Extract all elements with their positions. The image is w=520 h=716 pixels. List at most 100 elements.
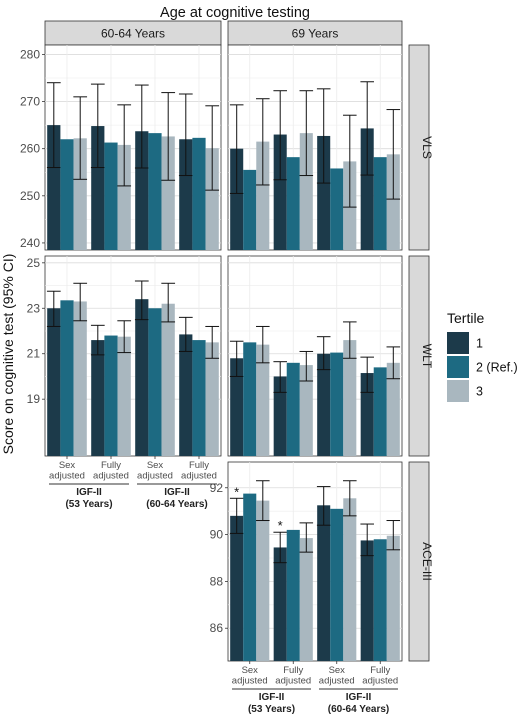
y-tick-label: 86 xyxy=(210,621,224,635)
row-strip-label: ACE-III xyxy=(420,542,434,581)
bar xyxy=(373,367,387,456)
bar xyxy=(330,508,344,661)
panel: 240 250 260 270 280 xyxy=(20,44,222,251)
bar xyxy=(243,493,257,661)
bar xyxy=(360,373,374,456)
x-tick-label: Sex xyxy=(329,665,346,676)
legend-title: Tertile xyxy=(447,310,485,326)
row-strip-label: WLT xyxy=(420,344,434,369)
group-label: IGF-II xyxy=(164,487,190,498)
bar xyxy=(386,154,400,250)
y-tick-label: 25 xyxy=(27,256,41,270)
row-strip xyxy=(408,44,430,251)
legend-label: 3 xyxy=(476,385,483,399)
legend-key xyxy=(447,380,469,402)
x-tick-label: adjusted xyxy=(319,676,355,687)
bar xyxy=(256,500,270,661)
row-strip xyxy=(408,461,430,662)
legend-key xyxy=(447,356,469,378)
bar xyxy=(273,547,287,661)
bar xyxy=(91,126,105,250)
panel xyxy=(227,44,403,251)
bar xyxy=(360,128,374,250)
legend-key xyxy=(447,332,469,354)
bar xyxy=(104,335,118,456)
bar xyxy=(317,505,331,661)
bar xyxy=(135,131,149,250)
panel: 19 21 23 25 xyxy=(27,255,222,457)
bar xyxy=(60,300,74,456)
y-tick-label: 90 xyxy=(210,528,224,542)
bar xyxy=(256,141,270,250)
bar xyxy=(343,498,357,661)
bar xyxy=(117,144,131,250)
y-tick-label: 23 xyxy=(27,301,41,315)
bar xyxy=(386,362,400,456)
bar xyxy=(256,344,270,456)
x-tick-label: adjusted xyxy=(93,471,129,482)
column-strip-label: 69 Years xyxy=(292,27,339,41)
bar xyxy=(330,168,344,250)
bar xyxy=(299,538,313,661)
bar xyxy=(192,137,206,250)
bar xyxy=(179,139,193,250)
bar xyxy=(273,376,287,456)
bar xyxy=(299,133,313,250)
bar xyxy=(205,148,219,250)
row-strip-label: VLS xyxy=(420,136,434,159)
bar xyxy=(148,133,162,250)
x-tick-label: adjusted xyxy=(232,676,268,687)
y-tick-label: 280 xyxy=(20,47,40,61)
x-tick-label: Sex xyxy=(59,460,76,471)
bar xyxy=(117,336,131,456)
significance-annotation: * xyxy=(278,518,283,533)
significance-annotation: * xyxy=(234,484,239,499)
panels: 60-64 Years 69 Years 240 250 260 270 280 VLS 19 2… xyxy=(20,20,434,662)
bar xyxy=(73,301,87,456)
x-tick-label: Fully xyxy=(370,665,390,676)
bar xyxy=(73,138,87,250)
bar xyxy=(373,539,387,661)
bar xyxy=(60,139,74,250)
group-label: IGF-II xyxy=(346,692,372,703)
x-axes: SexadjustedFullyadjustedSexadjustedFully… xyxy=(49,456,398,715)
y-axis-label: Score on cognitive test (95% CI) xyxy=(0,254,16,455)
bar xyxy=(330,352,344,456)
column-strip xyxy=(227,20,403,46)
x-tick-label: adjusted xyxy=(275,676,311,687)
y-tick-label: 21 xyxy=(27,347,41,361)
bar xyxy=(230,148,244,250)
x-tick-label: Sex xyxy=(242,665,259,676)
bar xyxy=(161,136,175,250)
panel xyxy=(227,255,403,457)
x-tick-label: Fully xyxy=(101,460,121,471)
y-tick-label: 250 xyxy=(20,189,40,203)
x-tick-label: Fully xyxy=(283,665,303,676)
x-tick-label: adjusted xyxy=(362,676,398,687)
bar xyxy=(273,134,287,250)
group-label: IGF-II xyxy=(259,692,285,703)
bar xyxy=(192,340,206,456)
bar xyxy=(230,515,244,661)
panel: * * 86 88 90 92 xyxy=(210,461,403,662)
bar xyxy=(243,169,257,250)
y-tick-label: 260 xyxy=(20,142,40,156)
legend-label: 2 (Ref.) xyxy=(476,361,518,375)
bar xyxy=(299,365,313,456)
bar xyxy=(135,299,149,456)
bar xyxy=(286,157,300,250)
bar xyxy=(360,540,374,661)
group-label: (60-64 Years) xyxy=(146,499,208,510)
column-strip-label: 60-64 Years xyxy=(101,27,165,41)
column-strip xyxy=(44,20,222,46)
bar xyxy=(148,308,162,456)
x-tick-label: Sex xyxy=(147,460,164,471)
bar xyxy=(243,342,257,456)
bar xyxy=(386,535,400,661)
x-tick-label: adjusted xyxy=(181,471,217,482)
x-tick-label: adjusted xyxy=(49,471,85,482)
bar xyxy=(343,340,357,456)
legend-label: 1 xyxy=(476,337,483,351)
bar xyxy=(91,340,105,456)
